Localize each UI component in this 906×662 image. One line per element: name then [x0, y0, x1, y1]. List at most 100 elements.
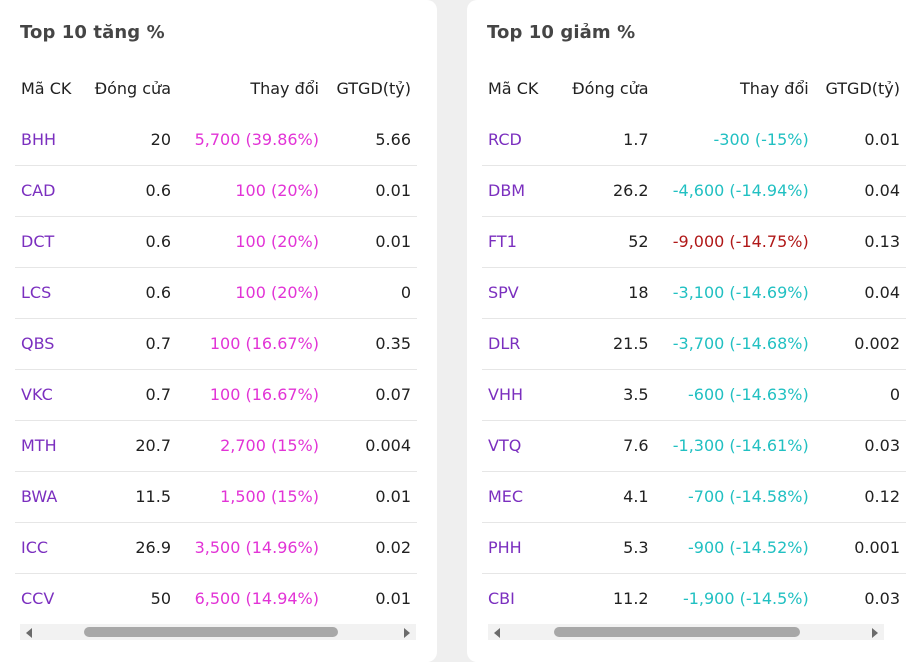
scroll-right-arrow-icon[interactable] — [872, 628, 878, 638]
table-row[interactable]: ICC 26.9 3,500 (14.96%) 0.02 — [15, 522, 417, 574]
table-row[interactable]: CCV 50 6,500 (14.94%) 0.01 — [15, 573, 417, 624]
table-row[interactable]: DLR 21.5 -3,700 (-14.68%) 0.002 — [482, 318, 906, 370]
trade-value: 0.01 — [375, 589, 411, 609]
stock-code[interactable]: LCS — [15, 267, 85, 319]
table-header-row: Mã CK Đóng cửa Thay đổi GTGD(tỷ) — [15, 63, 417, 114]
table-row[interactable]: BHH 20 5,700 (39.86%) 5.66 — [15, 114, 417, 166]
stock-code[interactable]: BWA — [15, 471, 85, 523]
price-change: 1,500 (15%) — [177, 471, 325, 523]
stock-code[interactable]: CAD — [15, 165, 85, 217]
table-row[interactable]: BWA 11.5 1,500 (15%) 0.01 — [15, 471, 417, 523]
price-change: -3,100 (-14.69%) — [654, 267, 815, 319]
stock-code[interactable]: BHH — [15, 114, 85, 166]
column-header-close[interactable]: Đóng cửa — [94, 79, 171, 98]
close-price: 20 — [85, 114, 177, 166]
top-losers-panel: Top 10 giảm % Mã CK Đóng cửa Thay đổi GT… — [467, 0, 906, 662]
scrollbar-thumb[interactable] — [84, 627, 338, 637]
price-change: -300 (-15%) — [654, 114, 815, 166]
horizontal-scrollbar[interactable] — [488, 624, 884, 640]
trade-value: 0.001 — [814, 522, 906, 574]
close-price: 3.5 — [549, 369, 655, 421]
column-header-change[interactable]: Thay đổi — [250, 79, 319, 98]
close-price: 0.6 — [85, 216, 177, 268]
horizontal-scrollbar[interactable] — [20, 624, 416, 640]
column-header-code[interactable]: Mã CK — [488, 79, 539, 98]
stock-code[interactable]: VKC — [15, 369, 85, 421]
column-header-change[interactable]: Thay đổi — [740, 79, 809, 98]
scrollbar-thumb[interactable] — [554, 627, 800, 637]
close-price: 0.6 — [85, 165, 177, 217]
stock-code[interactable]: CCV — [21, 589, 55, 609]
stock-code[interactable]: DBM — [482, 165, 550, 217]
price-change: -900 (-14.52%) — [654, 522, 815, 574]
stock-code[interactable]: SPV — [482, 267, 550, 319]
stock-code[interactable]: VTQ — [482, 420, 550, 472]
close-price: 0.6 — [85, 267, 177, 319]
close-price: 11.5 — [85, 471, 177, 523]
price-change: -600 (-14.63%) — [654, 369, 815, 421]
close-price: 26.9 — [85, 522, 177, 574]
table-row[interactable]: MTH 20.7 2,700 (15%) 0.004 — [15, 420, 417, 472]
table-header-row: Mã CK Đóng cửa Thay đổi GTGD(tỷ) — [482, 63, 906, 114]
stock-code[interactable]: FT1 — [482, 216, 550, 268]
table-row[interactable]: CAD 0.6 100 (20%) 0.01 — [15, 165, 417, 217]
panel-title: Top 10 giảm % — [487, 22, 636, 43]
stock-code[interactable]: MEC — [482, 471, 550, 523]
stock-code[interactable]: MTH — [15, 420, 85, 472]
price-change: -1,900 (-14.5%) — [682, 589, 809, 609]
stock-code[interactable]: VHH — [482, 369, 550, 421]
trade-value: 0.07 — [325, 369, 417, 421]
price-change: 100 (16.67%) — [177, 318, 325, 370]
table-row[interactable]: QBS 0.7 100 (16.67%) 0.35 — [15, 318, 417, 370]
table-row[interactable]: PHH 5.3 -900 (-14.52%) 0.001 — [482, 522, 906, 574]
stock-code[interactable]: PHH — [482, 522, 550, 574]
close-price: 18 — [549, 267, 655, 319]
trade-value: 0.002 — [814, 318, 906, 370]
table-row[interactable]: VTQ 7.6 -1,300 (-14.61%) 0.03 — [482, 420, 906, 472]
price-change: 100 (20%) — [177, 216, 325, 268]
trade-value: 5.66 — [325, 114, 417, 166]
table-row[interactable]: LCS 0.6 100 (20%) 0 — [15, 267, 417, 319]
price-change: 100 (16.67%) — [177, 369, 325, 421]
table-row[interactable]: SPV 18 -3,100 (-14.69%) 0.04 — [482, 267, 906, 319]
table-row[interactable]: FT1 52 -9,000 (-14.75%) 0.13 — [482, 216, 906, 268]
table-row[interactable]: RCD 1.7 -300 (-15%) 0.01 — [482, 114, 906, 166]
scroll-left-arrow-icon[interactable] — [26, 628, 32, 638]
stock-code[interactable]: QBS — [15, 318, 85, 370]
price-change: 2,700 (15%) — [177, 420, 325, 472]
top-losers-table: Mã CK Đóng cửa Thay đổi GTGD(tỷ) RCD 1.7-… — [482, 63, 906, 624]
column-header-value[interactable]: GTGD(tỷ) — [825, 79, 900, 98]
column-header-code[interactable]: Mã CK — [21, 79, 72, 98]
trade-value: 0.004 — [325, 420, 417, 472]
trade-value: 0.01 — [325, 471, 417, 523]
stock-code[interactable]: DCT — [15, 216, 85, 268]
column-header-close[interactable]: Đóng cửa — [572, 79, 649, 98]
trade-value: 0.35 — [325, 318, 417, 370]
scroll-left-arrow-icon[interactable] — [494, 628, 500, 638]
stock-code[interactable]: DLR — [482, 318, 550, 370]
table-row[interactable]: CBI 11.2 -1,900 (-14.5%) 0.03 — [482, 573, 906, 624]
table-row[interactable]: VHH 3.5 -600 (-14.63%) 0 — [482, 369, 906, 421]
table-row[interactable]: DBM 26.2 -4,600 (-14.94%) 0.04 — [482, 165, 906, 217]
close-price: 1.7 — [549, 114, 655, 166]
table-row[interactable]: MEC 4.1 -700 (-14.58%) 0.12 — [482, 471, 906, 523]
trade-value: 0.01 — [325, 216, 417, 268]
trade-value: 0.01 — [325, 165, 417, 217]
trade-value: 0 — [814, 369, 906, 421]
close-price: 0.7 — [85, 318, 177, 370]
column-header-value[interactable]: GTGD(tỷ) — [336, 79, 411, 98]
price-change: 5,700 (39.86%) — [177, 114, 325, 166]
price-change: -3,700 (-14.68%) — [654, 318, 815, 370]
stock-code[interactable]: CBI — [488, 589, 515, 609]
close-price: 4.1 — [549, 471, 655, 523]
table-row[interactable]: VKC 0.7 100 (16.67%) 0.07 — [15, 369, 417, 421]
trade-value: 0.12 — [814, 471, 906, 523]
close-price: 11.2 — [612, 589, 649, 609]
stock-code[interactable]: ICC — [15, 522, 85, 574]
table-row[interactable]: DCT 0.6 100 (20%) 0.01 — [15, 216, 417, 268]
price-change: -1,300 (-14.61%) — [654, 420, 815, 472]
price-change: 100 (20%) — [177, 165, 325, 217]
top-gainers-panel: Top 10 tăng % Mã CK Đóng cửa Thay đổi GT… — [0, 0, 437, 662]
scroll-right-arrow-icon[interactable] — [404, 628, 410, 638]
stock-code[interactable]: RCD — [482, 114, 550, 166]
